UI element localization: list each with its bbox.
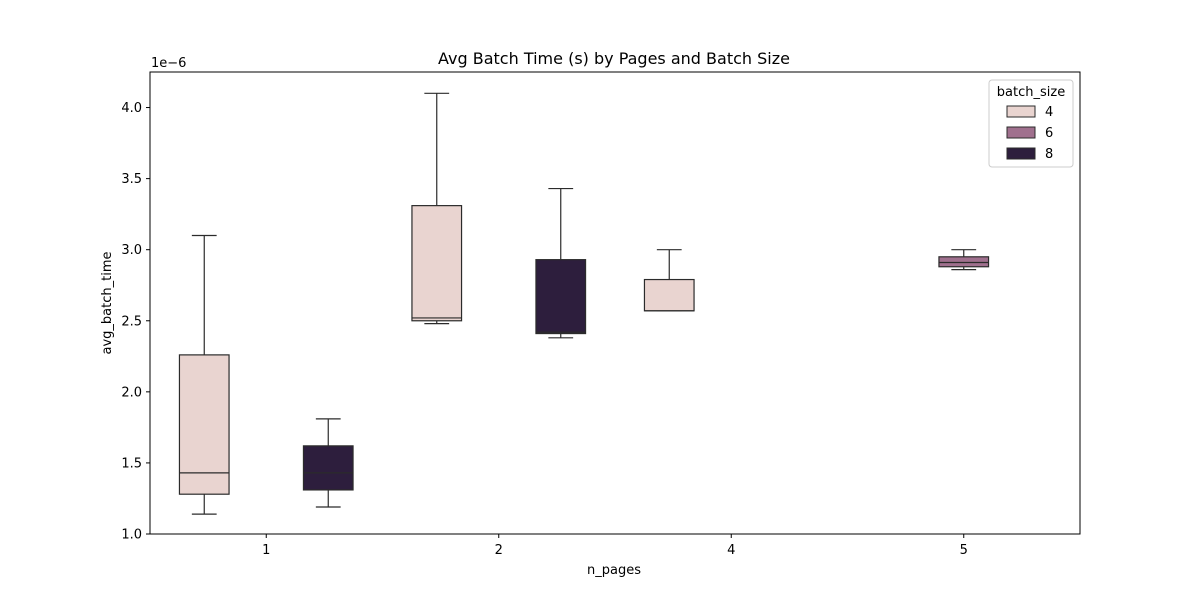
box-body xyxy=(411,205,463,322)
y-tick-label: 2.0 xyxy=(121,385,142,400)
box-group xyxy=(411,92,463,325)
legend-swatch xyxy=(1006,126,1036,139)
legend-swatch xyxy=(1006,105,1036,118)
box-marks xyxy=(178,92,990,515)
axes: 1.0 1.5 2.0 2.5 3.0 3.5 4.0 1 2 4 5 xyxy=(121,71,1081,558)
y-offset-label: 1e−6 xyxy=(151,56,186,71)
y-tick-label: 1.0 xyxy=(121,528,142,543)
box-group xyxy=(643,249,695,312)
y-tick-label: 1.5 xyxy=(121,456,142,471)
y-axis-label: avg_batch_time xyxy=(100,252,115,355)
box-body xyxy=(643,278,695,312)
x-axis-label: n_pages xyxy=(587,563,641,578)
y-tick-label: 3.5 xyxy=(121,172,142,187)
y-tick-label: 3.0 xyxy=(121,243,142,258)
x-tick-label: 4 xyxy=(727,543,735,558)
plot-frame xyxy=(149,71,1081,535)
box-body xyxy=(535,259,587,335)
y-tick-label: 2.5 xyxy=(121,314,142,329)
box-body xyxy=(938,256,990,268)
x-tick-label: 2 xyxy=(495,543,503,558)
box-group xyxy=(178,234,230,515)
box-group xyxy=(302,418,354,508)
legend-title: batch_size xyxy=(997,85,1065,100)
box-body xyxy=(302,445,354,491)
legend-entry-label: 8 xyxy=(1045,147,1053,162)
legend: batch_size 4 6 8 xyxy=(988,79,1074,168)
x-tick-label: 5 xyxy=(960,543,968,558)
box-group xyxy=(535,187,587,339)
box-body xyxy=(178,354,230,495)
legend-entry-label: 4 xyxy=(1045,105,1053,120)
legend-swatch xyxy=(1006,147,1036,160)
y-tick-label: 4.0 xyxy=(121,101,142,116)
box-group xyxy=(938,249,990,271)
legend-entry-label: 6 xyxy=(1045,126,1053,141)
plot-area xyxy=(150,72,1080,534)
x-tick-label: 1 xyxy=(262,543,270,558)
legend-frame xyxy=(988,79,1074,168)
chart-title: Avg Batch Time (s) by Pages and Batch Si… xyxy=(438,49,790,68)
plot-background xyxy=(150,72,1080,534)
